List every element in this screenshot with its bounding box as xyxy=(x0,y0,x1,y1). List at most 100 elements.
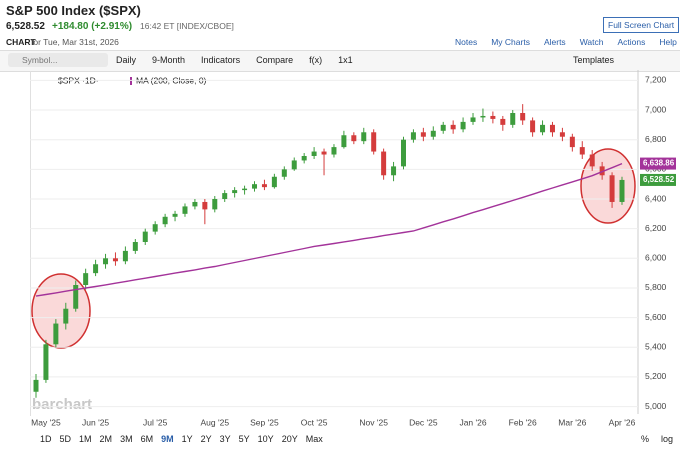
period-button[interactable]: 20Y xyxy=(281,434,298,444)
price-tag xyxy=(640,173,676,186)
period-button[interactable]: 1M xyxy=(79,434,92,444)
toolbar-items: Daily 9-Month Indicators Compare f(x) 1x1 xyxy=(116,55,369,65)
price-tag xyxy=(640,157,676,170)
header-links: Notes My Charts Alerts Watch Actions Help xyxy=(455,37,680,47)
candle-body xyxy=(103,258,109,265)
side-tools xyxy=(0,71,31,416)
y-tick-label: 5,600 xyxy=(645,312,667,322)
toolbar xyxy=(0,50,680,72)
candle-body xyxy=(63,308,69,324)
highlight-circle xyxy=(580,148,636,224)
candle-body xyxy=(252,184,258,189)
period-button[interactable]: 1D xyxy=(40,434,52,444)
footer-toggle[interactable]: % xyxy=(641,434,650,444)
y-tick-label: 5,200 xyxy=(645,371,667,381)
footer-toggle[interactable]: log xyxy=(661,434,674,444)
x-tick-label: Dec '25 xyxy=(409,417,438,427)
y-tick-label: 6,000 xyxy=(645,253,667,263)
candle-body xyxy=(222,193,228,199)
header-link[interactable]: Help xyxy=(659,37,677,47)
toolbar-item[interactable]: f(x) xyxy=(309,55,323,65)
period-button[interactable]: 5Y xyxy=(238,434,250,444)
candle-body xyxy=(549,124,555,133)
period-button[interactable]: 6M xyxy=(140,434,154,444)
candle-body xyxy=(242,188,248,191)
time: 16:42 ET [INDEX/CBOE] xyxy=(140,21,234,31)
period-button[interactable]: 1Y xyxy=(181,434,193,444)
candle-body xyxy=(192,201,198,207)
candle-body xyxy=(73,285,79,309)
x-tick-label: Apr '26 xyxy=(609,417,636,427)
x-tick-label: May '25 xyxy=(31,417,61,427)
candle-body xyxy=(440,124,446,131)
candle-body xyxy=(599,166,605,176)
y-tick-label: 5,800 xyxy=(645,282,667,292)
candle-body xyxy=(261,184,267,188)
header-link[interactable]: Watch xyxy=(579,37,604,47)
candle-body xyxy=(202,201,208,210)
candle-body xyxy=(450,124,456,130)
legend-swatch xyxy=(130,77,132,85)
candle-body xyxy=(112,258,118,262)
toolbar-item[interactable]: Daily xyxy=(116,55,137,65)
candle-body xyxy=(291,160,297,170)
period-button[interactable]: 2Y xyxy=(200,434,212,444)
candle-body xyxy=(530,120,536,133)
period-button[interactable]: Max xyxy=(305,434,323,444)
candle-body xyxy=(569,136,575,148)
toolbar-item[interactable]: 1x1 xyxy=(338,55,353,65)
x-tick-label: Jan '26 xyxy=(459,417,486,427)
candle-body xyxy=(460,121,466,130)
candle-body xyxy=(430,130,436,137)
candle-body xyxy=(152,224,158,232)
candle-body xyxy=(132,242,138,251)
candle-body xyxy=(371,132,377,152)
candle-body xyxy=(619,179,625,202)
x-tick-label: Aug '25 xyxy=(200,417,229,427)
candle-body xyxy=(420,132,426,137)
candle-body xyxy=(142,231,148,242)
price-tag-label: 6,528.52 xyxy=(643,175,675,184)
candle-body xyxy=(43,344,49,380)
templates[interactable]: Templates xyxy=(573,55,615,65)
x-tick-label: Jun '25 xyxy=(82,417,109,427)
header-link[interactable]: Actions xyxy=(617,37,646,47)
candle-body xyxy=(520,113,526,121)
toolbar-item[interactable]: Indicators xyxy=(201,55,241,65)
period-button[interactable]: 9M xyxy=(161,434,174,444)
toolbar-item[interactable]: Compare xyxy=(256,55,294,65)
period-button[interactable]: 3M xyxy=(120,434,133,444)
period-button[interactable]: 5D xyxy=(59,434,72,444)
candle-body xyxy=(341,135,347,148)
period-button[interactable]: 3Y xyxy=(219,434,231,444)
highlight-circle xyxy=(31,273,91,349)
header-link[interactable]: Alerts xyxy=(543,37,566,47)
candle-body xyxy=(490,115,496,119)
candle-body xyxy=(540,124,546,133)
candle-body xyxy=(400,139,406,167)
period-button[interactable]: 2M xyxy=(99,434,113,444)
watermark: barchart xyxy=(32,396,92,413)
title: S&P 500 Index ($SPX) xyxy=(6,3,141,18)
candle-body xyxy=(500,118,506,125)
candle-body xyxy=(212,199,218,210)
x-tick-label: Jul '25 xyxy=(143,417,168,427)
candle-body xyxy=(609,175,615,202)
candle-body xyxy=(172,213,178,217)
candle-body xyxy=(162,216,168,225)
candle-body xyxy=(361,132,367,142)
change: +184.80 (+2.91%) xyxy=(52,21,133,32)
fullscreen-button[interactable]: Full Screen Chart xyxy=(603,17,680,33)
candle-body xyxy=(470,117,476,122)
symbol-input[interactable]: Symbol... xyxy=(8,53,108,67)
candle-body xyxy=(53,323,59,345)
candle-body xyxy=(331,147,337,155)
period-button[interactable]: 10Y xyxy=(257,434,274,444)
header-link[interactable]: My Charts xyxy=(491,37,530,47)
toolbar-item[interactable]: 9-Month xyxy=(152,55,186,65)
candle-body xyxy=(391,166,397,176)
candle-body xyxy=(321,151,327,155)
header-link[interactable]: Notes xyxy=(455,37,478,47)
